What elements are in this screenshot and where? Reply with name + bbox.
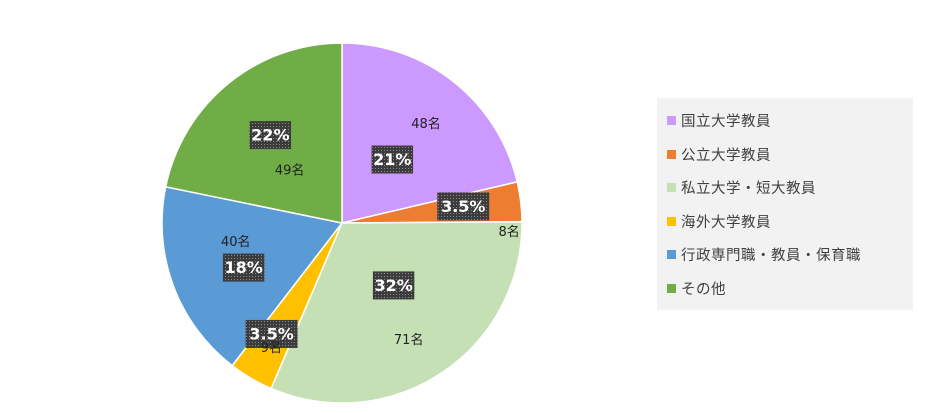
svg-text:3.5%: 3.5%	[249, 324, 293, 343]
svg-text:32%: 32%	[374, 276, 412, 295]
legend-label: 行政専門職・教員・保育職	[681, 248, 861, 265]
pie-slice	[270, 220, 523, 404]
legend-swatch	[667, 216, 676, 226]
legend: 国立大学教員 公立大学教員 私立大学・短大教員 海外大学教員 行政専門職・教員・…	[657, 98, 913, 310]
pie-slice	[341, 42, 519, 224]
legend-item: 私立大学・短大教員	[657, 171, 913, 205]
legend-swatch	[667, 149, 676, 159]
svg-text:18%: 18%	[224, 258, 262, 277]
value-label: 49名	[275, 162, 305, 178]
svg-text:21%: 21%	[373, 150, 411, 169]
legend-item: 国立大学教員	[657, 104, 913, 138]
legend-item: 海外大学教員	[657, 205, 913, 239]
legend-item: 行政専門職・教員・保育職	[657, 238, 913, 272]
legend-item: その他	[657, 272, 913, 306]
legend-label: 海外大学教員	[681, 214, 771, 231]
legend-swatch	[667, 183, 676, 193]
value-label: 9名	[261, 340, 282, 356]
legend-swatch	[667, 283, 676, 293]
value-label: 8名	[498, 224, 519, 240]
legend-label: その他	[681, 281, 726, 298]
svg-text:3.5%: 3.5%	[441, 197, 485, 216]
value-label: 48名	[411, 116, 441, 132]
value-label: 71名	[394, 332, 424, 348]
svg-text:22%: 22%	[251, 126, 289, 145]
value-label: 40名	[221, 234, 251, 250]
percent-label: 21%	[371, 145, 414, 174]
legend-swatch	[667, 250, 676, 260]
percent-label: 32%	[372, 271, 415, 300]
percent-label: 3.5%	[437, 192, 490, 221]
percent-label: 3.5%	[245, 319, 298, 348]
percent-label: 18%	[222, 253, 265, 282]
legend-label: 私立大学・短大教員	[681, 181, 816, 198]
percent-label: 22%	[249, 121, 292, 150]
legend-item: 公立大学教員	[657, 138, 913, 172]
legend-swatch	[667, 116, 676, 126]
legend-label: 国立大学教員	[681, 114, 771, 131]
legend-label: 公立大学教員	[681, 147, 771, 164]
